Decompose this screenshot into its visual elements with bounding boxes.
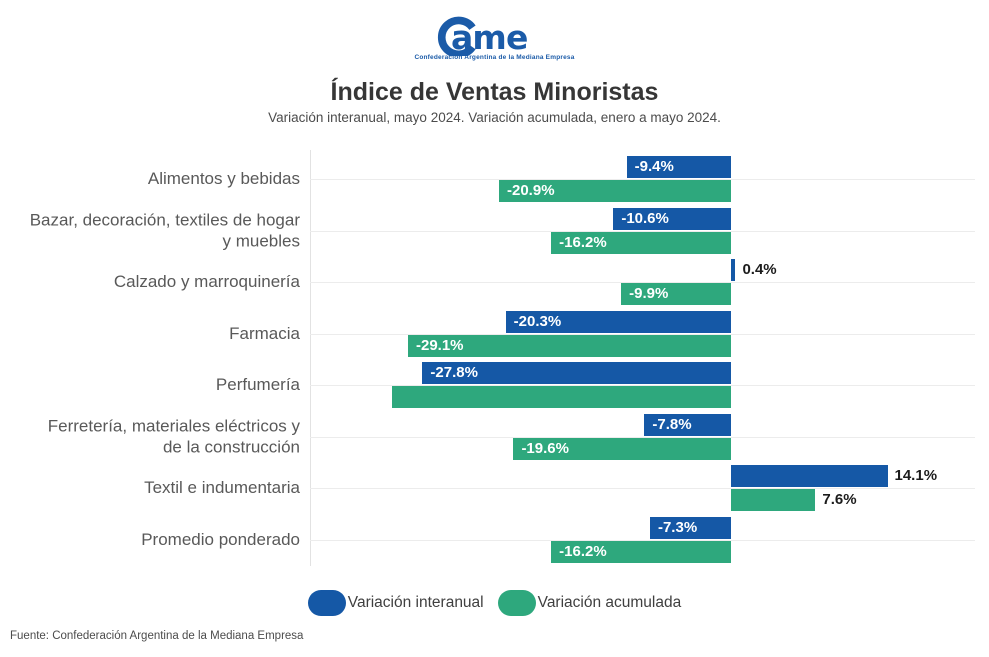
bar-interanual — [731, 259, 736, 281]
bar-value-label: -20.9% — [507, 182, 555, 199]
bar-value-label: -9.4% — [634, 158, 674, 175]
bar-value-label: -29.1% — [415, 336, 464, 354]
y-axis-line — [310, 150, 311, 566]
bar-acumulada: -19.6% — [513, 437, 731, 460]
bar-value-label: -7.3% — [657, 518, 698, 536]
bar-value-label: 7.6% — [822, 491, 857, 508]
category-label: Calzado y marroquinería — [0, 271, 300, 293]
bar-value-label: -9.9% — [629, 285, 669, 302]
chart-legend: Variación interanual Variación acumulada — [0, 590, 989, 616]
category-label: Ferretería, materiales eléctricos y de la… — [0, 415, 300, 459]
bar-interanual: -7.3% — [649, 516, 731, 539]
came-logo: ame — [0, 12, 989, 61]
bar-value-label: 0.4% — [742, 261, 777, 278]
legend-swatch-acumulada — [497, 590, 536, 616]
category-label-line: de la construcción — [162, 437, 300, 457]
gridline-row — [310, 385, 975, 386]
bar-value-label: -19.6% — [521, 439, 569, 457]
gridline-row — [310, 179, 975, 180]
gridline-row — [310, 539, 975, 541]
bar-acumulada: -9.9% — [621, 283, 731, 305]
category-label-line: Textil e indumentaria — [144, 478, 300, 498]
category-label: Bazar, decoración, textiles de hogar y mu… — [0, 209, 300, 253]
page-subtitle: Variación interanual, mayo 2024. Variaci… — [268, 110, 721, 125]
bar-value-label: -16.2% — [559, 233, 607, 251]
gridline-row — [310, 282, 975, 283]
category-label: Textil e indumentaria — [0, 477, 300, 499]
bar-value-label: -16.2% — [559, 542, 607, 560]
gridline-row — [310, 333, 975, 335]
bar-interanual — [731, 465, 888, 487]
logo-caption: Confederación Argentina de la Mediana Em… — [414, 54, 575, 61]
bar-acumulada — [731, 489, 816, 511]
came-logo-icon: ame — [437, 16, 528, 59]
bar-value-label: -10.6% — [621, 209, 669, 227]
category-label-line: Alimentos y bebidas — [147, 169, 300, 189]
legend-label-acumulada: Variación acumulada — [537, 594, 682, 611]
source-note: Fuente: Confederación Argentina de la Me… — [10, 630, 304, 642]
category-label: Farmacia — [0, 323, 300, 345]
svg-text:ame: ame — [451, 18, 528, 56]
bar-acumulada: -16.2% — [551, 540, 731, 563]
category-label: Promedio ponderado — [0, 529, 300, 551]
bar-interanual: -27.8% — [422, 362, 731, 384]
bar-interanual: -20.3% — [505, 310, 731, 333]
category-label-line: Promedio ponderado — [141, 529, 300, 549]
category-label: Alimentos y bebidas — [0, 168, 300, 190]
bar-acumulada: -29.1% — [407, 334, 731, 357]
bar-value-label: 14.1% — [894, 467, 938, 484]
page-title: Índice de Ventas Minoristas — [330, 78, 659, 106]
legend-item-interanual: Variación interanual — [307, 590, 484, 616]
bar-value-label: -27.8% — [430, 364, 478, 381]
category-label-line: y muebles — [222, 231, 300, 251]
legend-swatch-interanual — [307, 590, 346, 616]
legend-label-interanual: Variación interanual — [347, 594, 484, 611]
bar-acumulada: -20.9% — [499, 180, 731, 202]
bar-interanual: -7.8% — [644, 413, 731, 436]
bar-acumulada — [392, 386, 731, 408]
gridline-row — [310, 488, 975, 489]
gridline-row — [310, 436, 975, 438]
bar-acumulada: -16.2% — [551, 231, 731, 254]
bar-interanual: -9.4% — [626, 156, 731, 178]
bar-interanual: -10.6% — [613, 207, 731, 230]
legend-item-acumulada: Variación acumulada — [497, 590, 682, 616]
gridline-row — [310, 230, 975, 232]
category-label-line: Ferretería, materiales eléctricos y — [47, 415, 300, 435]
category-label-line: Calzado y marroquinería — [113, 272, 300, 292]
bar-value-label: -7.8% — [652, 415, 692, 433]
bar-value-label: -20.3% — [513, 312, 562, 330]
category-label-line: Perfumería — [215, 375, 300, 395]
category-label-line: Farmacia — [229, 323, 300, 343]
category-label: Perfumería — [0, 374, 300, 396]
category-label-line: Bazar, decoración, textiles de hogar — [29, 209, 300, 229]
